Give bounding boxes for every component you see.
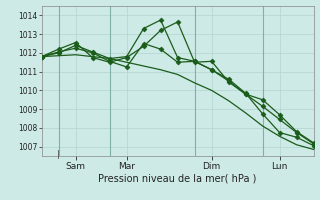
X-axis label: Pression niveau de la mer( hPa ): Pression niveau de la mer( hPa ) (99, 173, 257, 183)
Text: |: | (57, 150, 60, 159)
